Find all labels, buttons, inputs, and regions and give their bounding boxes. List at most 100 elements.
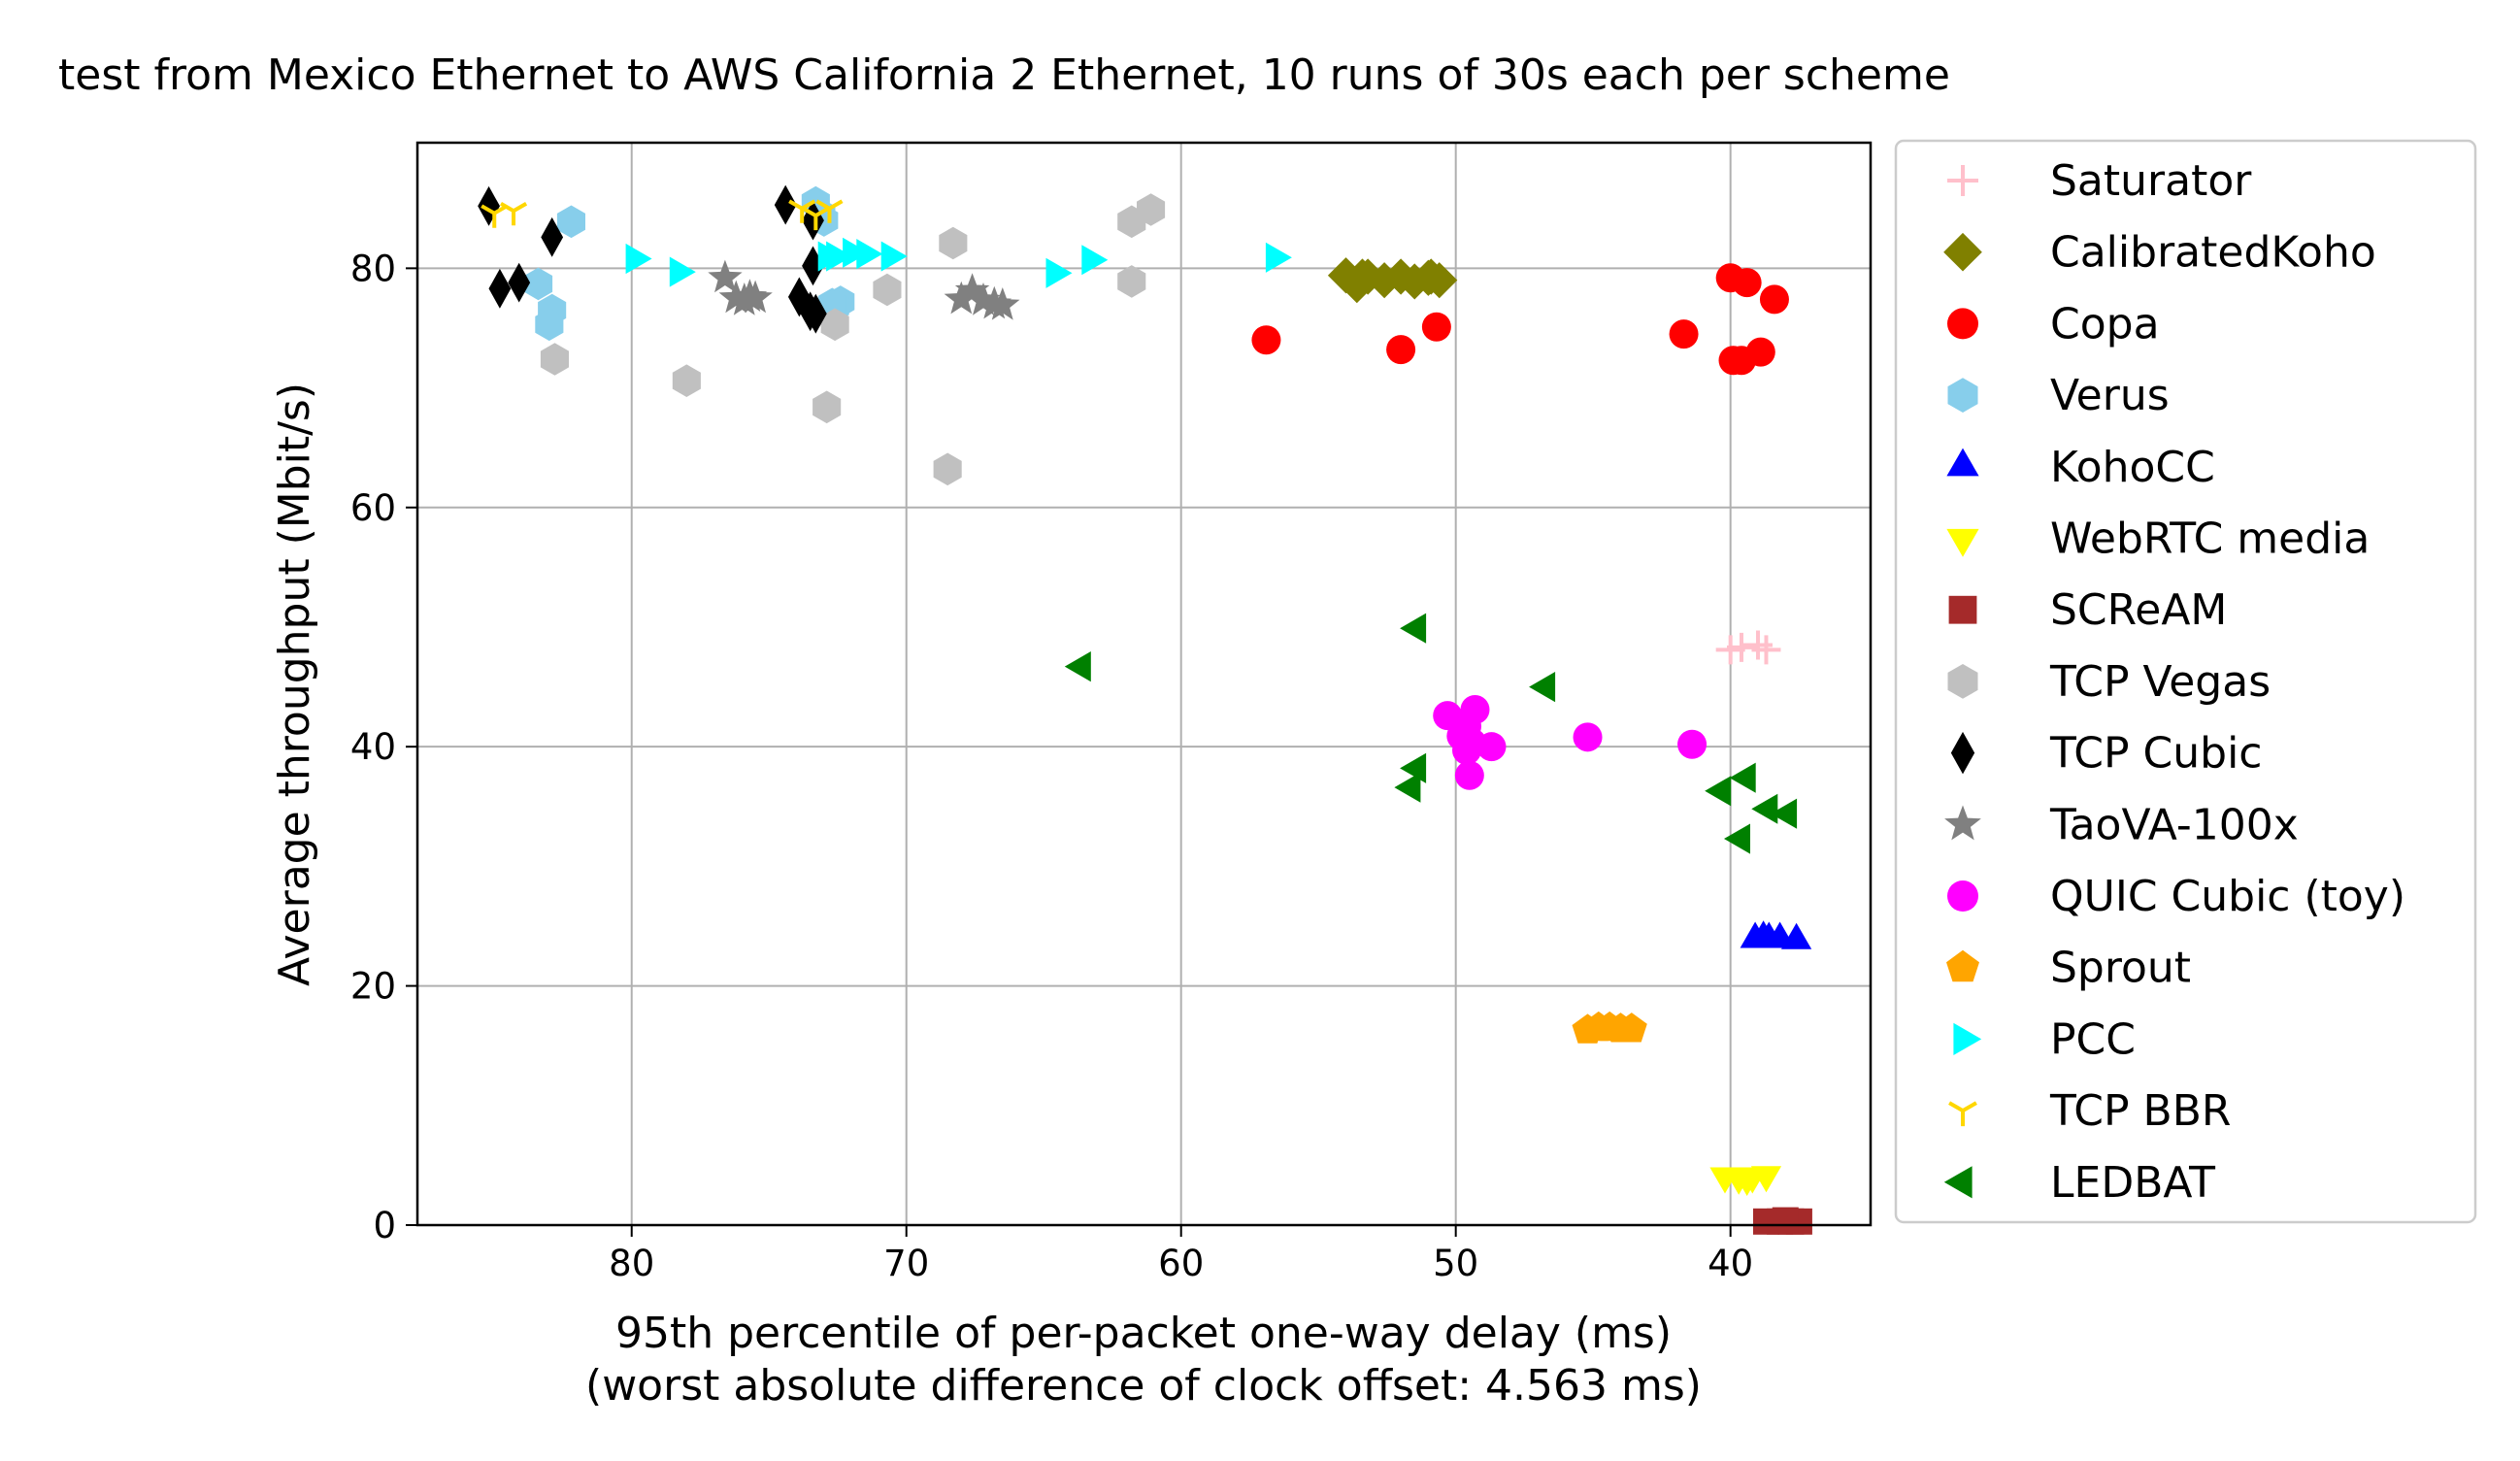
legend-marker (1950, 731, 1975, 775)
legend-label: Verus (2050, 371, 2170, 420)
series-ledbat (1064, 613, 1798, 854)
legend-label: QUIC Cubic (toy) (2050, 872, 2405, 921)
x-tick-label: 80 (609, 1243, 654, 1284)
legend-marker (1947, 308, 1978, 340)
data-point (540, 343, 569, 376)
data-point (843, 237, 870, 268)
data-point (1677, 729, 1708, 759)
data-point (1251, 325, 1281, 355)
series-tcp-vegas (540, 193, 1166, 486)
data-point (1421, 312, 1451, 342)
data-point (804, 293, 827, 334)
data-point (856, 239, 883, 270)
legend-label: Saturator (2050, 156, 2252, 206)
legend-label: Sprout (2050, 944, 2191, 993)
data-point (1400, 613, 1427, 644)
data-point (939, 226, 968, 260)
series-saturator (1715, 630, 1781, 665)
data-point (880, 241, 908, 272)
data-point (1732, 268, 1762, 298)
data-point (774, 184, 797, 225)
legend-label: TCP Cubic (2049, 729, 2263, 779)
legend-label: LEDBAT (2050, 1158, 2215, 1208)
x-tick-label: 70 (883, 1243, 929, 1284)
data-point (1460, 694, 1490, 724)
series-webrtc-media (1709, 1166, 1782, 1196)
data-point (812, 390, 842, 424)
x-axis-label: 95th percentile of per-packet one-way de… (615, 1309, 1672, 1358)
legend-marker (1947, 378, 1978, 413)
data-point (732, 279, 768, 312)
y-tick-label: 60 (350, 487, 396, 529)
data-point (1137, 193, 1166, 226)
series-quic-cubic-toy (1433, 694, 1708, 790)
data-point (1732, 1170, 1763, 1196)
data-point (1748, 920, 1779, 947)
legend-frame (1894, 139, 2477, 1224)
legend-label: WebRTC media (2050, 515, 2370, 564)
data-point (524, 267, 553, 301)
data-point (826, 241, 853, 272)
data-point (1759, 284, 1789, 315)
data-point (1745, 337, 1775, 367)
data-point (1412, 258, 1449, 295)
data-point (1064, 651, 1091, 682)
data-point (669, 256, 696, 287)
legend-label: Copa (2050, 299, 2160, 349)
series-tcp-bbr (481, 199, 844, 231)
data-point (1446, 721, 1476, 751)
legend-label: SCReAM (2050, 585, 2227, 635)
data-point (1724, 823, 1750, 854)
data-point (508, 262, 531, 303)
legend-marker (1947, 165, 1978, 196)
data-point (1772, 1207, 1799, 1234)
data-point (1573, 722, 1603, 752)
data-point (488, 268, 512, 309)
data-point (985, 287, 1020, 320)
data-point (625, 243, 652, 275)
y-axis-label: Average throughput (Mbit/s) (270, 382, 319, 986)
data-point (1394, 772, 1421, 803)
legend-marker (1947, 880, 1978, 912)
data-point (1742, 630, 1773, 660)
legend-label: PCC (2050, 1014, 2136, 1064)
data-point (541, 216, 564, 257)
data-point (1529, 672, 1556, 703)
data-point (535, 308, 564, 342)
y-tick-label: 80 (350, 248, 396, 289)
x-tick-label: 50 (1433, 1243, 1478, 1284)
data-point (954, 273, 990, 306)
data-point (556, 205, 585, 239)
series-scream (1752, 1207, 1812, 1235)
plot-frame (415, 141, 1873, 1227)
series-tcp-cubic (478, 184, 827, 334)
data-point (1771, 798, 1798, 829)
x-tick-label: 40 (1708, 1243, 1753, 1284)
legend-marker (1946, 448, 1979, 477)
legend-marker (1943, 1166, 1973, 1199)
series-copa (1251, 263, 1789, 376)
legend-marker (1946, 528, 1979, 557)
data-point (499, 201, 528, 226)
series-pcc (625, 237, 1292, 288)
legend-marker (1944, 805, 1981, 841)
legend-marker (1948, 595, 1977, 624)
data-point (478, 185, 500, 226)
legend: Saturator CalibratedKoho Copa Verus KohoCC We… (1894, 139, 2477, 1224)
legend-label: TCP BBR (2049, 1086, 2231, 1136)
data-point (1615, 1013, 1647, 1043)
series-taova-100x (708, 259, 1020, 320)
series-sprout (1572, 1011, 1647, 1044)
series-kohocc (1740, 920, 1812, 949)
legend-label: CalibratedKoho (2050, 228, 2376, 278)
data-point (1729, 762, 1756, 793)
data-point (1117, 265, 1146, 298)
data-point (1265, 242, 1292, 273)
y-tick-label: 0 (373, 1205, 396, 1246)
data-point (1705, 776, 1732, 807)
data-point (708, 259, 743, 293)
data-point (802, 206, 830, 231)
y-tick-label: 40 (350, 726, 396, 768)
data-point (966, 282, 1001, 315)
